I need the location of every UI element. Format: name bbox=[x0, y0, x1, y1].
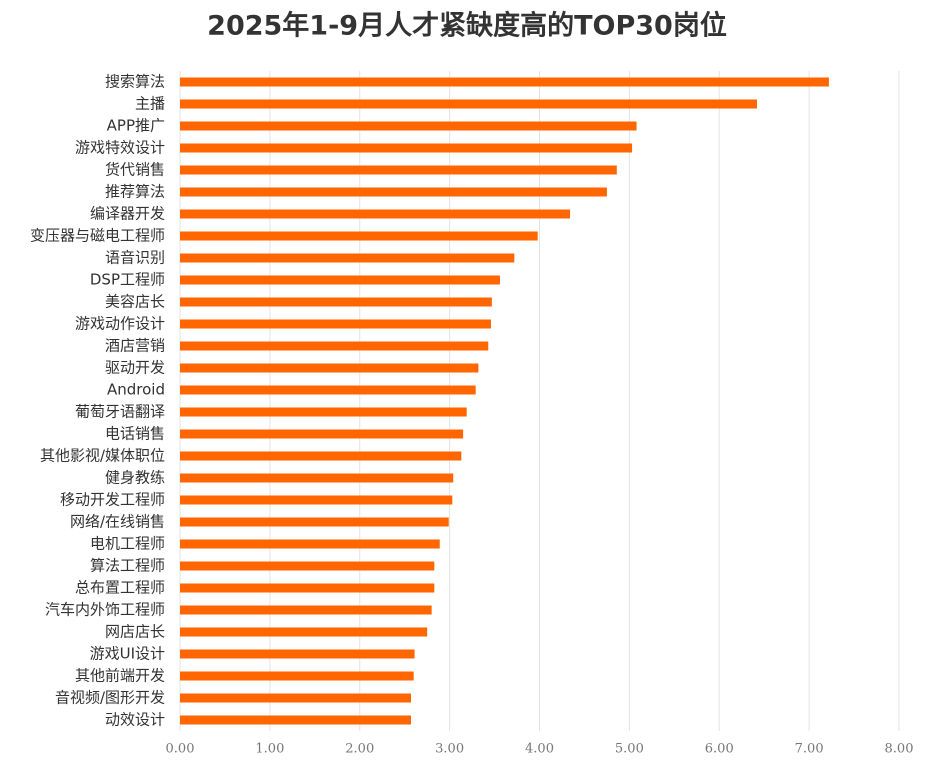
y-tick-label: 语音识别 bbox=[105, 249, 165, 267]
bar bbox=[180, 187, 607, 197]
bar bbox=[180, 121, 637, 131]
y-tick-label: 推荐算法 bbox=[105, 183, 165, 201]
bar bbox=[180, 385, 476, 395]
bar bbox=[180, 473, 454, 483]
y-tick-label: DSP工程师 bbox=[90, 271, 165, 289]
bar bbox=[180, 297, 492, 307]
bar bbox=[180, 231, 538, 241]
y-tick-label: 电话销售 bbox=[105, 425, 165, 443]
y-tick-label: 酒店营销 bbox=[105, 337, 165, 355]
x-tick-label: 4.00 bbox=[525, 742, 554, 757]
bar bbox=[180, 451, 462, 461]
x-tick-label: 7.00 bbox=[795, 742, 824, 757]
y-tick-label: 音视频/图形开发 bbox=[55, 689, 165, 707]
bar bbox=[180, 605, 432, 615]
x-tick-label: 5.00 bbox=[615, 742, 644, 757]
y-tick-label: 移动开发工程师 bbox=[60, 491, 165, 509]
bar bbox=[180, 671, 414, 681]
bar bbox=[180, 539, 440, 549]
y-tick-label: 变压器与磁电工程师 bbox=[30, 227, 165, 245]
x-tick-label: 6.00 bbox=[705, 742, 734, 757]
bar bbox=[180, 627, 428, 637]
y-tick-label: 动效设计 bbox=[105, 711, 165, 729]
y-tick-label: 网络/在线销售 bbox=[70, 513, 165, 531]
y-tick-label: 其他影视/媒体职位 bbox=[40, 447, 165, 465]
bar bbox=[180, 165, 617, 175]
y-tick-label: 葡萄牙语翻译 bbox=[75, 403, 165, 421]
bar bbox=[180, 715, 411, 725]
y-tick-label: 其他前端开发 bbox=[75, 667, 165, 685]
x-tick-label: 0.00 bbox=[166, 742, 195, 757]
x-tick-label: 1.00 bbox=[255, 742, 284, 757]
bar bbox=[180, 693, 411, 703]
bar bbox=[180, 77, 829, 87]
bar bbox=[180, 517, 449, 527]
y-tick-label: 游戏UI设计 bbox=[90, 645, 165, 663]
y-tick-label: 总布置工程师 bbox=[75, 579, 165, 597]
y-tick-label: APP推广 bbox=[107, 117, 165, 135]
bar bbox=[180, 209, 571, 219]
y-tick-label: 主播 bbox=[135, 95, 165, 113]
bar bbox=[180, 429, 464, 439]
x-tick-label: 2.00 bbox=[345, 742, 374, 757]
bar bbox=[180, 253, 515, 263]
y-tick-label: 搜索算法 bbox=[105, 73, 165, 91]
bar bbox=[180, 649, 415, 659]
bar bbox=[180, 275, 500, 285]
y-tick-label: 游戏特效设计 bbox=[75, 139, 165, 157]
bar bbox=[180, 583, 435, 593]
y-tick-label: 美容店长 bbox=[105, 293, 165, 311]
y-tick-label: 网店店长 bbox=[105, 623, 165, 641]
y-tick-label: 汽车内外饰工程师 bbox=[45, 601, 165, 619]
bar bbox=[180, 561, 435, 571]
bar bbox=[180, 495, 453, 505]
x-tick-label: 8.00 bbox=[885, 742, 914, 757]
bar bbox=[180, 319, 491, 329]
y-tick-label: 健身教练 bbox=[105, 469, 165, 487]
y-tick-label: Android bbox=[107, 381, 165, 399]
y-tick-label: 算法工程师 bbox=[90, 557, 165, 575]
y-tick-label: 驱动开发 bbox=[105, 359, 165, 377]
y-tick-label: 编译器开发 bbox=[90, 205, 165, 223]
y-tick-label: 游戏动作设计 bbox=[75, 315, 165, 333]
y-tick-label: 货代销售 bbox=[105, 161, 165, 179]
y-tick-label: 电机工程师 bbox=[90, 535, 165, 553]
bar bbox=[180, 407, 467, 417]
bar bbox=[180, 363, 479, 373]
bar bbox=[180, 99, 757, 109]
x-tick-label: 3.00 bbox=[435, 742, 464, 757]
chart-title: 2025年1-9月人才紧缺度高的TOP30岗位 bbox=[207, 10, 727, 42]
bar bbox=[180, 341, 489, 351]
bar bbox=[180, 143, 633, 153]
